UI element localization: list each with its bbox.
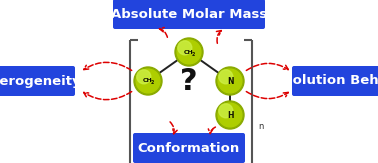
Ellipse shape — [134, 67, 162, 95]
FancyBboxPatch shape — [113, 0, 265, 29]
FancyBboxPatch shape — [0, 66, 75, 96]
Text: CH: CH — [143, 79, 153, 83]
Ellipse shape — [219, 70, 233, 84]
Ellipse shape — [216, 67, 244, 95]
Ellipse shape — [177, 40, 201, 64]
Ellipse shape — [178, 41, 192, 55]
Ellipse shape — [136, 69, 160, 93]
Ellipse shape — [219, 104, 233, 118]
Text: Absolute Molar Mass: Absolute Molar Mass — [111, 7, 267, 21]
Text: N: N — [227, 76, 233, 86]
Text: H: H — [227, 111, 233, 119]
FancyBboxPatch shape — [292, 66, 378, 96]
Ellipse shape — [216, 101, 244, 129]
Text: n: n — [258, 122, 263, 131]
Text: Conformation: Conformation — [138, 141, 240, 155]
Text: 2: 2 — [150, 81, 153, 86]
Text: ?: ? — [180, 67, 198, 96]
Text: Solution Behavior: Solution Behavior — [283, 74, 378, 88]
Ellipse shape — [175, 38, 203, 66]
Ellipse shape — [218, 69, 242, 93]
FancyBboxPatch shape — [133, 133, 245, 163]
Text: Heterogeneity: Heterogeneity — [0, 74, 82, 88]
Text: CH: CH — [184, 50, 194, 54]
Ellipse shape — [137, 70, 151, 84]
Text: 2: 2 — [191, 52, 195, 57]
Ellipse shape — [218, 103, 242, 127]
